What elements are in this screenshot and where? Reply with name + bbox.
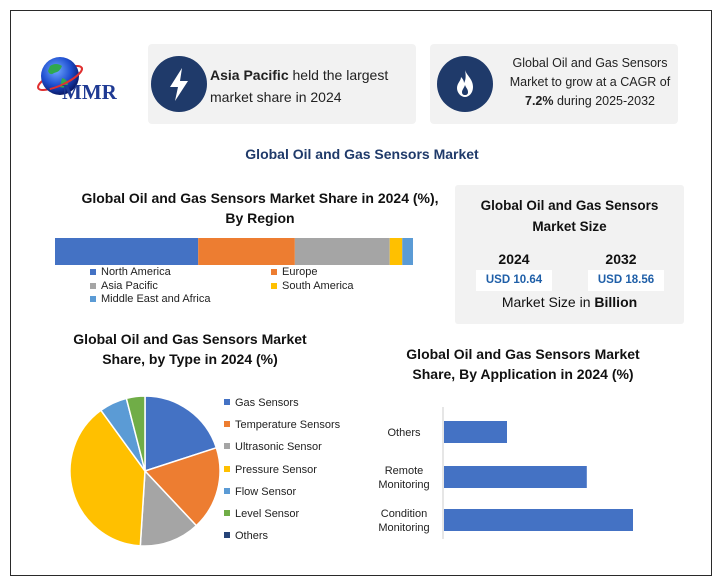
- cagr-rate: 7.2%: [525, 94, 554, 108]
- type-legend-others: Others: [224, 530, 268, 542]
- legend-label: Ultrasonic Sensor: [235, 441, 322, 454]
- type-legend-flow-sensor: Flow Sensor: [224, 486, 296, 498]
- region-bar-north-america: [55, 238, 199, 265]
- region-legend-middle-east-and-africa: Middle East and Africa: [90, 293, 211, 305]
- type-legend-pressure-sensor: Pressure Sensor: [224, 464, 317, 476]
- legend-label: Gas Sensors: [235, 397, 299, 409]
- year-2032: 2032: [605, 251, 637, 267]
- globe-logo-icon: [37, 57, 83, 95]
- app-bar-remote-monitoring: [444, 466, 587, 488]
- type-legend-gas-sensors: Gas Sensors: [224, 397, 299, 409]
- legend-label: Level Sensor: [235, 508, 300, 520]
- region-highlight-rest: held the largest market share in 2024: [210, 67, 389, 105]
- region-highlight: Asia Pacific: [210, 67, 289, 83]
- application-chart-title: Global Oil and Gas Sensors Market Share,…: [406, 346, 640, 382]
- region-bar-south-america: [389, 238, 403, 265]
- legend-swatch: [224, 399, 230, 406]
- svg-text:South America: South America: [282, 280, 354, 292]
- flame-icon: [457, 70, 473, 97]
- type-legend-temperature-sensors: Temperature Sensors: [224, 419, 340, 431]
- cagr-card: Global Oil and Gas Sensors Market to gro…: [430, 44, 678, 124]
- legend-swatch: [224, 421, 230, 428]
- year-2024: 2024: [498, 251, 530, 267]
- value-2024: USD 10.64: [476, 270, 552, 291]
- type-legend-level-sensor: Level Sensor: [224, 508, 299, 520]
- pie-slice-level-sensor: [125, 395, 146, 472]
- type-share-pie: [69, 395, 221, 547]
- region-highlight-card: Asia Pacific held the largest market sha…: [148, 44, 416, 124]
- cagr-text-1: Global Oil and Gas Sensors Market to gro…: [509, 56, 671, 89]
- value-2032: USD 18.56: [588, 270, 664, 291]
- market-size-footer: Market Size in: [501, 294, 595, 310]
- legend-swatch: [224, 465, 230, 472]
- pie-slice-gas-sensors: [144, 395, 218, 473]
- region-bar-asia-pacific: [294, 238, 390, 265]
- market-size-title: Global Oil and Gas Sensors Market Size: [480, 198, 659, 234]
- pie-slice-pressure-sensor: [69, 409, 146, 547]
- svg-text:Asia Pacific: Asia Pacific: [101, 280, 158, 292]
- svg-text:North America: North America: [101, 266, 172, 278]
- region-legend-south-america: South America: [271, 280, 354, 292]
- region-bar-middle-east-and-africa: [402, 238, 413, 265]
- app-label-condition-monitoring: Condition Monitoring: [378, 508, 429, 534]
- region-chart-title: Global Oil and Gas Sensors Market Share …: [81, 190, 439, 226]
- legend-label: Pressure Sensor: [235, 463, 317, 476]
- app-label-others: Others: [387, 427, 421, 439]
- app-bar-others: [444, 421, 507, 443]
- main-title: Global Oil and Gas Sensors Market: [245, 146, 479, 162]
- region-legend-north-america: North America: [90, 266, 172, 278]
- region-legend-europe: Europe: [271, 266, 317, 278]
- legend-label: Others: [235, 530, 269, 543]
- region-legend-asia-pacific: Asia Pacific: [90, 280, 158, 292]
- cagr-text-2: during 2025-2032: [553, 94, 655, 108]
- region-share-chart: North America Europe Asia Pacific South Ame…: [55, 238, 413, 305]
- market-size-card: Global Oil and Gas Sensors Market Size 2…: [455, 185, 684, 324]
- type-chart-title: Global Oil and Gas Sensors Market Share,…: [73, 331, 307, 367]
- application-share-chart: Others Remote Monitoring Condition Monitorin…: [378, 407, 633, 539]
- pie-slice-temperature-sensors: [143, 446, 221, 527]
- svg-text:Europe: Europe: [282, 266, 317, 278]
- legend-swatch: [224, 532, 230, 539]
- svg-text:Middle East and Africa: Middle East and Africa: [101, 293, 211, 305]
- pie-slice-ultrasonic-sensor: [139, 469, 198, 547]
- legend-label: Temperature Sensors: [235, 419, 341, 432]
- legend-swatch: [224, 487, 230, 494]
- market-size-unit: Billion: [594, 294, 638, 310]
- app-label-remote-monitoring: Remote Monitoring: [378, 465, 429, 491]
- infographic-frame: [10, 10, 712, 576]
- app-bar-condition-monitoring: [444, 509, 633, 531]
- region-bar-europe: [198, 238, 295, 265]
- legend-swatch: [224, 510, 230, 517]
- type-legend-ultrasonic-sensor: Ultrasonic Sensor: [224, 441, 322, 453]
- logo-text: MMR: [62, 80, 117, 104]
- legend-label: Flow Sensor: [235, 485, 297, 498]
- legend-swatch: [224, 443, 230, 450]
- lightning-bolt-icon: [170, 68, 188, 101]
